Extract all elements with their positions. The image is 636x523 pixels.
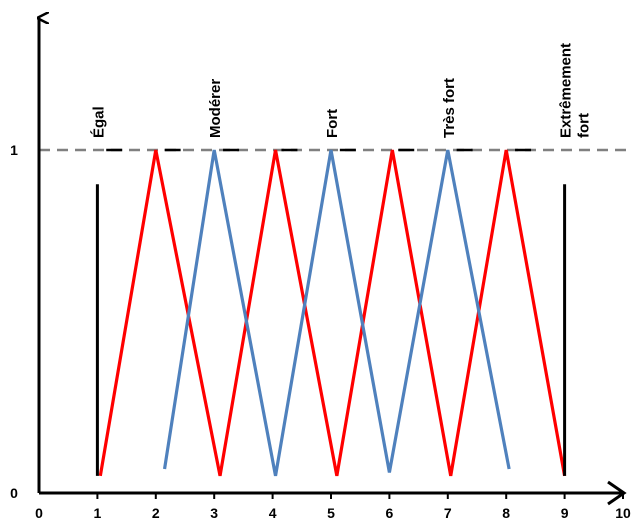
labels-layer: Égal Modérer Fort Très fort Extrêmement fort [90, 43, 592, 138]
category-label-3: Fort [324, 109, 341, 138]
x-tick-label-8: 8 [502, 505, 510, 521]
x-tick-label-0: 0 [35, 505, 43, 521]
x-tick-label-7: 7 [444, 505, 452, 521]
x-tick-label-10: 10 [615, 505, 631, 521]
series-line-2 [162, 149, 511, 477]
category-label-4: Très fort [441, 78, 458, 138]
category-label-text: Modérer [207, 79, 224, 138]
category-label-text: Fort [324, 109, 341, 138]
category-label-1: Égal [90, 106, 107, 138]
y-tick-label-1: 1 [10, 142, 18, 158]
category-label-5: Extrêmement fort [558, 43, 593, 138]
x-tick-label-2: 2 [152, 505, 160, 521]
x-tick-label-6: 6 [386, 505, 394, 521]
boundary-lines-layer [95, 184, 567, 476]
series-layer [98, 149, 567, 477]
category-label-text: Extrêmement [558, 43, 575, 138]
x-tick-label-4: 4 [269, 505, 277, 521]
series-line-1 [98, 149, 567, 477]
x-tick-label-3: 3 [210, 505, 218, 521]
category-label-text: Égal [90, 106, 107, 138]
category-label-2: Modérer [207, 79, 224, 138]
category-label-text: fort [576, 113, 593, 138]
axes-layer: 0 1 2 3 4 5 6 7 8 9 10 0 1 [10, 18, 631, 521]
y-tick-label-0: 0 [10, 485, 18, 501]
x-tick-label-5: 5 [327, 505, 335, 521]
category-label-text: Très fort [441, 78, 458, 138]
x-tick-label-9: 9 [561, 505, 569, 521]
x-tick-label-1: 1 [94, 505, 102, 521]
